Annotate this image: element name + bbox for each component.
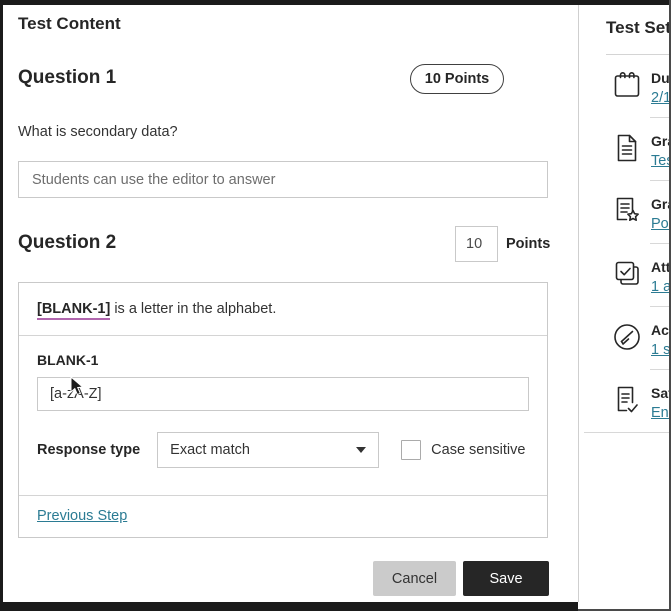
sidebar-item-label: Due da (651, 70, 671, 86)
sidebar-item-grade-category: Grade Test (606, 118, 671, 180)
question-2-prompt: [BLANK-1] is a letter in the alphabet. (19, 283, 547, 335)
page-title: Test Content (18, 14, 121, 33)
save-button[interactable]: Save (463, 561, 549, 596)
question-1-title: Question 1 (18, 67, 117, 88)
document-star-icon (616, 197, 639, 221)
sidebar-item-link[interactable]: 1 stu (651, 342, 671, 358)
previous-step-section: Previous Step (19, 495, 547, 537)
question-2-points-label: Points (506, 236, 551, 252)
case-sensitive-label: Case sensitive (431, 442, 526, 458)
sidebar-item-label: Attem (651, 259, 671, 275)
sidebar-item-due-date: Due da 2/1/2 (606, 55, 671, 117)
question-1-text: What is secondary data? (18, 124, 178, 140)
sidebar-item-link[interactable]: Test (651, 153, 671, 169)
blank-answer-section: BLANK-1 Response type Exact match Case s… (19, 335, 547, 495)
question-2-title: Question 2 (18, 232, 117, 253)
question-2-prompt-text: is a letter in the alphabet. (110, 301, 277, 317)
case-sensitive-checkbox[interactable] (401, 440, 422, 460)
window-border-top (0, 0, 671, 5)
question-1-points-pill[interactable]: 10 Points (410, 64, 504, 94)
fill-in-blank-card: [BLANK-1] is a letter in the alphabet. B… (18, 282, 548, 538)
sidebar-item-attempts: Attem 1 atte (606, 244, 671, 306)
sidebar-item-link[interactable]: Enabl (651, 405, 671, 421)
test-settings-panel: Test Set Due da 2/1/2 Grade Test (578, 5, 671, 602)
divider (650, 369, 671, 370)
divider (650, 306, 671, 307)
divider (606, 54, 671, 55)
divider (584, 432, 671, 433)
question-2-points-input[interactable] (455, 226, 498, 262)
divider (650, 117, 671, 118)
sidebar-item-link[interactable]: 2/1/2 (651, 90, 671, 106)
response-type-select[interactable]: Exact match (157, 432, 380, 468)
sidebar-item-link[interactable]: 1 atte (651, 279, 671, 295)
response-type-value: Exact match (170, 442, 250, 458)
sidebar-item-label: Gradi (651, 196, 671, 212)
blank-token: [BLANK-1] (37, 301, 111, 320)
sidebar-item-label: Grade (651, 133, 671, 149)
sidebar-item-link[interactable]: Point (651, 216, 671, 232)
test-settings-title: Test Set (606, 18, 671, 37)
accommodations-icon (614, 324, 640, 350)
cancel-button[interactable]: Cancel (373, 561, 456, 596)
window-border-left (0, 0, 3, 611)
attempts-icon (615, 261, 639, 285)
question-1-answer-input[interactable] (18, 161, 548, 198)
divider (650, 243, 671, 244)
sidebar-item-label: Accom (651, 322, 671, 338)
window-border-bottom-right (578, 609, 671, 611)
sidebar-item-safeassign: SafeA Enabl (606, 370, 671, 432)
sidebar-item-accommodations: Accom 1 stu (606, 307, 671, 369)
document-icon (617, 134, 637, 162)
window-border-right (669, 0, 671, 611)
response-type-label: Response type (37, 442, 141, 458)
blank-1-answer-input[interactable] (37, 377, 529, 411)
blank-1-label: BLANK-1 (37, 352, 99, 368)
sidebar-item-grading: Gradi Point (606, 181, 671, 243)
calendar-icon (614, 72, 640, 97)
chevron-down-icon (356, 447, 367, 453)
previous-step-link[interactable]: Previous Step (37, 508, 128, 524)
divider (650, 180, 671, 181)
window-border-bottom (0, 602, 578, 611)
document-check-icon (617, 386, 638, 413)
sidebar-item-label: SafeA (651, 385, 671, 401)
